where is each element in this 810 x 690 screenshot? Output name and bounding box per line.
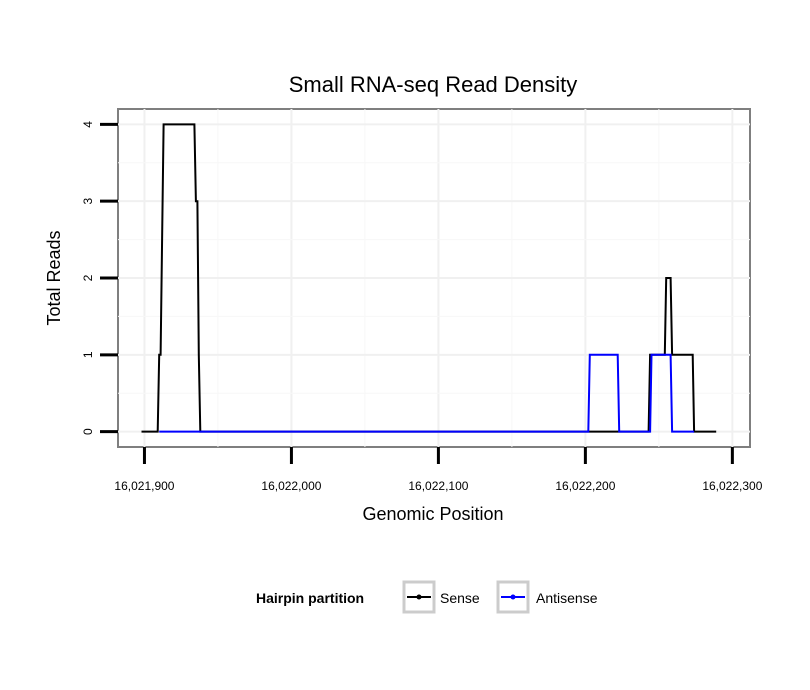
legend-item-sense: Sense xyxy=(402,580,480,614)
x-tick-label: 16,022,000 xyxy=(261,479,321,493)
y-tick-label: 0 xyxy=(81,428,95,435)
legend-label-antisense: Antisense xyxy=(536,590,598,606)
y-axis-title: Total Reads xyxy=(44,230,64,325)
series-line-antisense xyxy=(159,353,695,433)
y-tick-label: 4 xyxy=(81,121,95,128)
legend-label-sense: Sense xyxy=(440,590,480,606)
legend-item-antisense: Antisense xyxy=(496,580,598,614)
x-tick-label: 16,022,200 xyxy=(555,479,615,493)
legend: Hairpin partition Sense Antisense xyxy=(256,580,598,614)
axes: 0 1 2 3 4 16,021,900 16,022,000 16,022,100 16,02… xyxy=(81,121,763,493)
legend-key-dot-antisense xyxy=(510,594,516,600)
x-axis-title: Genomic Position xyxy=(362,504,503,524)
x-tick-label: 16,021,900 xyxy=(114,479,174,493)
y-tick-label: 1 xyxy=(81,351,95,358)
legend-title: Hairpin partition xyxy=(256,590,364,606)
chart-title: Small RNA-seq Read Density xyxy=(289,72,578,97)
legend-key-dot-sense xyxy=(416,594,422,600)
y-tick-label: 3 xyxy=(81,198,95,205)
series-lines xyxy=(141,123,717,433)
x-tick-label: 16,022,100 xyxy=(408,479,468,493)
x-tick-label: 16,022,300 xyxy=(702,479,762,493)
y-tick-label: 2 xyxy=(81,274,95,281)
